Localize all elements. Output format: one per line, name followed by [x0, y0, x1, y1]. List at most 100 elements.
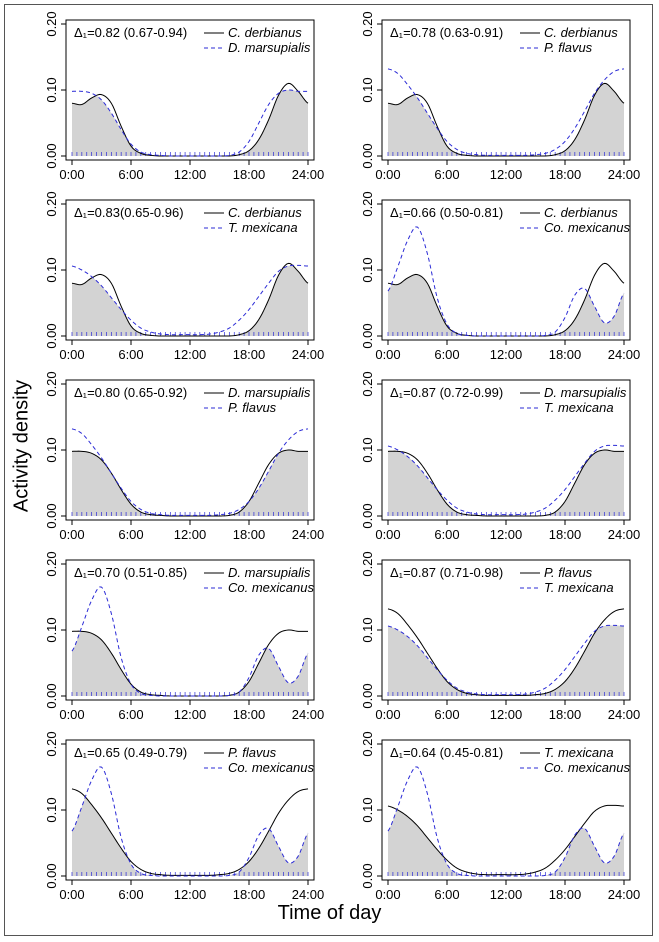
- x-tick-label: 24:00: [292, 887, 325, 902]
- overlap-title: Δ₁=0.64 (0.45-0.81): [390, 745, 503, 760]
- x-tick-label: 6:00: [118, 527, 143, 542]
- chart-panel: 0:00 6:00 12:00 18:00 24:00 0.00 0.10 0.20 Δ₁=0.…: [44, 551, 324, 722]
- overlap-title: Δ₁=0.70 (0.51-0.85): [74, 565, 187, 580]
- legend-label: P. flavus: [228, 400, 277, 415]
- x-tick-label: 0:00: [375, 347, 400, 362]
- legend-label: P. flavus: [544, 565, 593, 580]
- legend-label: T. mexicana: [544, 745, 614, 760]
- series-line-2: [71, 428, 309, 516]
- x-tick-label: 12:00: [490, 707, 523, 722]
- x-tick-label: 18:00: [233, 707, 266, 722]
- chart-panel: 0:00 6:00 12:00 18:00 24:00 0.00 0.10 0.20 Δ₁=0.…: [360, 731, 640, 902]
- series-line-1: [71, 788, 309, 876]
- chart-panel: 0:00 6:00 12:00 18:00 24:00 0.00 0.10 0.20 Δ₁=0.…: [360, 11, 640, 182]
- y-tick-label: 0.00: [44, 143, 59, 168]
- series-line-1: [71, 449, 309, 517]
- x-tick-label: 18:00: [233, 887, 266, 902]
- series-line-1: [387, 262, 625, 337]
- y-tick-label: 0.00: [360, 143, 375, 168]
- y-tick-label: 0.00: [360, 863, 375, 888]
- x-tick-label: 6:00: [118, 707, 143, 722]
- series-line-2: [71, 586, 309, 697]
- overlap-title: Δ₁=0.65 (0.49-0.79): [74, 745, 187, 760]
- overlap-title: Δ₁=0.66 (0.50-0.81): [390, 205, 503, 220]
- x-tick-label: 6:00: [118, 167, 143, 182]
- y-tick-label: 0.20: [44, 731, 59, 756]
- x-tick-label: 6:00: [434, 167, 459, 182]
- x-tick-label: 0:00: [59, 887, 84, 902]
- overlap-title: Δ₁=0.87 (0.71-0.98): [390, 565, 503, 580]
- legend-label: T. mexicana: [228, 220, 298, 235]
- x-tick-label: 0:00: [59, 167, 84, 182]
- series-line-2: [387, 444, 625, 516]
- overlap-area: [388, 449, 624, 516]
- y-tick-label: 0.00: [360, 323, 375, 348]
- x-tick-label: 6:00: [434, 347, 459, 362]
- x-tick-label: 6:00: [434, 527, 459, 542]
- chart-panel: 0:00 6:00 12:00 18:00 24:00 0.00 0.10 0.20 Δ₁=0.…: [44, 191, 324, 362]
- x-tick-label: 12:00: [174, 707, 207, 722]
- legend-label: D. marsupialis: [544, 385, 627, 400]
- y-tick-label: 0.10: [360, 257, 375, 282]
- x-tick-label: 12:00: [490, 887, 523, 902]
- legend-label: C. derbianus: [544, 25, 618, 40]
- x-tick-label: 18:00: [233, 347, 266, 362]
- x-tick-label: 0:00: [375, 527, 400, 542]
- x-tick-label: 0:00: [375, 707, 400, 722]
- overlap-title: Δ₁=0.78 (0.63-0.91): [390, 25, 503, 40]
- y-tick-label: 0.10: [44, 257, 59, 282]
- y-tick-label: 0.20: [360, 191, 375, 216]
- x-tick-label: 6:00: [434, 887, 459, 902]
- legend-label: C. derbianus: [228, 205, 302, 220]
- figure-frame: [4, 4, 653, 936]
- y-tick-label: 0.10: [44, 797, 59, 822]
- series-line-2: [71, 264, 309, 336]
- series-line-1: [387, 804, 625, 876]
- overlap-area: [388, 625, 624, 696]
- overlap-area: [72, 89, 308, 156]
- series-line-1: [71, 629, 309, 697]
- legend-label: T. mexicana: [544, 400, 614, 415]
- x-tick-label: 24:00: [608, 347, 641, 362]
- series-line-2: [387, 68, 625, 156]
- legend-label: D. marsupialis: [228, 565, 311, 580]
- x-tick-label: 18:00: [549, 707, 582, 722]
- series-line-2: [71, 766, 309, 877]
- series-line-1: [387, 608, 625, 696]
- legend-label: C. derbianus: [544, 205, 618, 220]
- x-tick-label: 6:00: [118, 887, 143, 902]
- y-tick-label: 0.00: [44, 503, 59, 528]
- x-tick-label: 12:00: [490, 167, 523, 182]
- overlap-area: [72, 265, 308, 336]
- x-tick-label: 24:00: [292, 167, 325, 182]
- x-tick-label: 24:00: [608, 707, 641, 722]
- legend-label: Co. mexicanus: [544, 220, 630, 235]
- legend-label: C. derbianus: [228, 25, 302, 40]
- y-tick-label: 0.00: [44, 323, 59, 348]
- x-tick-label: 0:00: [59, 527, 84, 542]
- x-tick-label: 24:00: [608, 527, 641, 542]
- chart-panel: 0:00 6:00 12:00 18:00 24:00 0.00 0.10 0.20 Δ₁=0.…: [360, 191, 640, 362]
- x-tick-label: 0:00: [59, 347, 84, 362]
- x-tick-label: 12:00: [174, 887, 207, 902]
- legend-label: P. flavus: [544, 40, 593, 55]
- x-tick-label: 24:00: [292, 347, 325, 362]
- x-tick-label: 18:00: [549, 167, 582, 182]
- y-tick-label: 0.10: [360, 437, 375, 462]
- x-tick-label: 24:00: [292, 527, 325, 542]
- legend-label: Co. mexicanus: [228, 580, 314, 595]
- y-tick-label: 0.20: [360, 11, 375, 36]
- overlap-area: [388, 83, 624, 156]
- y-tick-label: 0.20: [44, 551, 59, 576]
- overlap-area: [72, 631, 308, 696]
- y-tick-label: 0.00: [360, 503, 375, 528]
- legend-label: Co. mexicanus: [228, 760, 314, 775]
- overlap-title: Δ₁=0.82 (0.67-0.94): [74, 25, 187, 40]
- x-tick-label: 12:00: [490, 347, 523, 362]
- series-line-2: [387, 766, 625, 877]
- y-tick-label: 0.10: [360, 797, 375, 822]
- x-tick-label: 18:00: [233, 167, 266, 182]
- overlap-title: Δ₁=0.87 (0.72-0.99): [390, 385, 503, 400]
- chart-panel: 0:00 6:00 12:00 18:00 24:00 0.00 0.10 0.20 Δ₁=0.…: [44, 11, 324, 182]
- y-tick-label: 0.20: [360, 551, 375, 576]
